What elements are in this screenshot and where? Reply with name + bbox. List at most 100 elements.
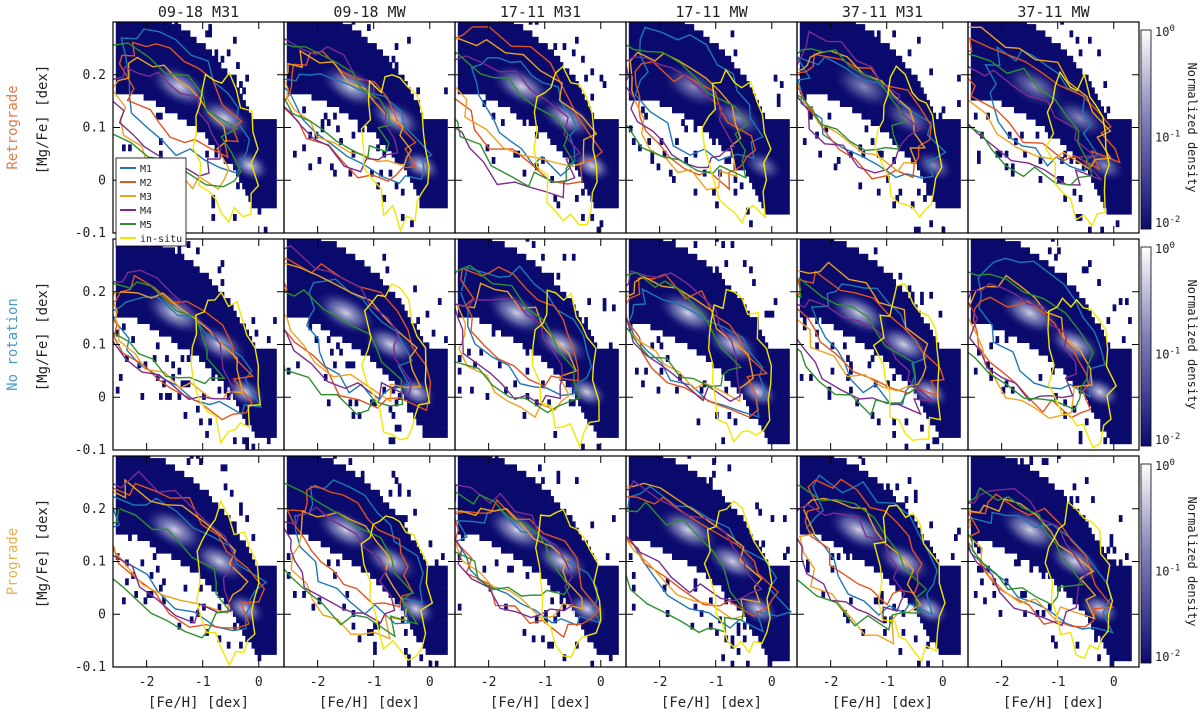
- density-cell: [858, 55, 863, 63]
- density-cell: [998, 87, 1003, 95]
- density-cell: [631, 30, 636, 38]
- density-cell: [266, 195, 271, 202]
- density-cell: [479, 30, 484, 38]
- density-cell: [575, 100, 579, 107]
- density-cell: [855, 24, 859, 31]
- density-cell: [149, 317, 154, 324]
- density-cell: [410, 138, 414, 145]
- density-cell: [650, 87, 655, 95]
- contour-m4: [284, 37, 399, 173]
- density-cell: [467, 68, 471, 76]
- density-cell: [437, 195, 442, 202]
- density-cell: [183, 30, 188, 38]
- density-cell: [593, 201, 598, 209]
- density-cell: [263, 226, 268, 233]
- density-cell: [656, 62, 661, 69]
- density-cell: [802, 43, 807, 50]
- density-cell: [696, 106, 701, 114]
- density-cell: [733, 93, 738, 101]
- density-cell: [470, 87, 474, 95]
- density-cell: [758, 188, 762, 196]
- density-cell: [773, 207, 778, 215]
- density-cell: [898, 188, 903, 196]
- density-cell: [342, 36, 346, 44]
- density-cell: [425, 119, 430, 126]
- density-cell: [973, 36, 978, 44]
- density-cell: [578, 138, 582, 145]
- density-cell: [1118, 125, 1123, 133]
- density-cell: [444, 182, 448, 190]
- density-cell: [806, 43, 810, 50]
- density-cell: [681, 49, 685, 57]
- density-cell: [476, 55, 480, 63]
- density-cell: [263, 144, 268, 152]
- density-cell: [128, 247, 132, 255]
- density-cell: [957, 144, 961, 152]
- density-cell: [1017, 43, 1021, 50]
- density-cell: [1007, 93, 1012, 101]
- density-cell: [314, 62, 319, 69]
- density-cell: [245, 74, 249, 82]
- density-cell: [370, 62, 374, 69]
- density-cell: [849, 43, 853, 50]
- density-cell: [873, 112, 878, 120]
- density-cell: [239, 138, 243, 145]
- density-cell: [653, 36, 658, 44]
- density-cell: [1010, 30, 1015, 38]
- density-cell: [1121, 125, 1126, 133]
- density-cell: [385, 55, 390, 63]
- density-cell: [419, 201, 424, 209]
- density-cell: [131, 22, 135, 25]
- density-cell: [721, 138, 725, 145]
- density-cell: [846, 55, 850, 63]
- density-cell: [641, 36, 645, 44]
- density-cell: [516, 24, 521, 31]
- density-cell: [809, 87, 813, 95]
- density-cell: [556, 131, 561, 139]
- density-cell: [830, 24, 835, 31]
- density-cell: [428, 138, 433, 145]
- density-cell: [923, 138, 927, 145]
- density-cell: [531, 112, 536, 120]
- density-cell: [140, 87, 145, 95]
- density-cell: [236, 62, 240, 69]
- density-cell: [584, 176, 588, 183]
- density-cell: [470, 43, 474, 50]
- density-cell: [733, 74, 738, 82]
- density-cell: [562, 43, 567, 50]
- density-cell: [846, 100, 850, 107]
- density-cell: [504, 43, 508, 50]
- density-cell: [379, 55, 383, 63]
- density-cell: [647, 22, 651, 25]
- density-cell: [886, 43, 890, 50]
- density-cell: [1047, 68, 1052, 76]
- density-cell: [938, 195, 943, 202]
- density-cell: [644, 55, 648, 63]
- density-cell: [491, 49, 496, 57]
- density-cell: [693, 49, 698, 57]
- density-cell: [470, 81, 474, 88]
- density-cell: [330, 55, 334, 63]
- density-cell: [830, 87, 835, 95]
- density-cell: [653, 43, 658, 50]
- density-cell: [1057, 125, 1061, 133]
- density-cell: [379, 49, 383, 57]
- density-cell: [786, 176, 790, 183]
- density-cell: [1038, 106, 1043, 114]
- density-cell: [159, 285, 163, 293]
- density-cell: [293, 68, 297, 76]
- density-cell: [812, 62, 816, 69]
- density-cell: [684, 43, 688, 50]
- density-cell: [553, 81, 558, 88]
- density-cell: [482, 68, 487, 76]
- density-cell: [920, 100, 924, 107]
- density-cell: [205, 150, 209, 158]
- density-cell: [137, 272, 142, 280]
- density-cell: [739, 138, 744, 145]
- density-cell: [180, 112, 185, 120]
- density-cell: [534, 55, 539, 63]
- density-cell: [357, 43, 362, 50]
- density-cell: [852, 55, 856, 63]
- density-cell: [128, 55, 132, 63]
- density-cell: [257, 201, 262, 209]
